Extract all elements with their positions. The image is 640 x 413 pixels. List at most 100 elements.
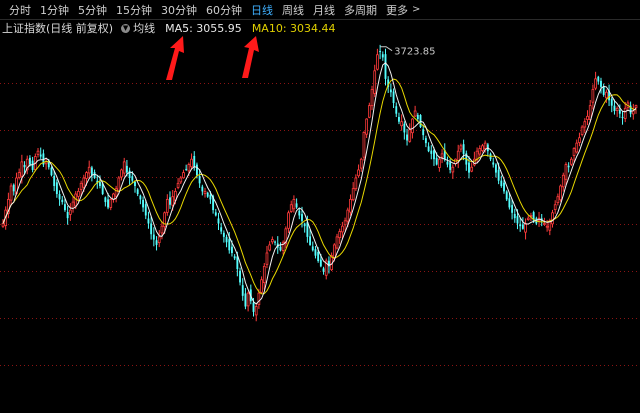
candle-body — [398, 116, 400, 122]
candle-body — [440, 153, 444, 158]
candle-body — [327, 260, 330, 267]
candle-body — [298, 210, 301, 216]
candle-body — [190, 158, 193, 168]
candle-body — [292, 198, 296, 210]
tab-5[interactable]: 60分钟 — [206, 3, 242, 17]
chevron-down-icon: ▼ — [121, 23, 131, 33]
high-marker-line — [380, 46, 393, 52]
candle-body — [629, 105, 632, 114]
candle-body — [435, 157, 438, 165]
candle-body — [244, 293, 247, 307]
candle-body — [561, 174, 565, 188]
candle-body — [281, 241, 285, 251]
candle-body — [387, 79, 390, 87]
candle-body — [139, 195, 142, 200]
candle-body — [12, 184, 15, 192]
candle-body — [163, 212, 166, 228]
candle-body — [618, 109, 621, 114]
more-chevron-icon[interactable]: > — [412, 4, 421, 15]
candle-body — [379, 51, 382, 53]
candle-body — [556, 196, 560, 204]
tab-7[interactable]: 周线 — [282, 3, 304, 17]
tab-6[interactable]: 日线 — [251, 3, 273, 17]
ma-label: 均线 — [133, 22, 156, 35]
candle-body — [605, 91, 608, 99]
candle-body — [254, 306, 258, 316]
candle-body — [176, 182, 180, 188]
candle-body — [370, 89, 374, 107]
candle-body — [222, 232, 225, 237]
candle-body — [252, 302, 255, 312]
candle-body — [117, 177, 121, 192]
candle-body — [203, 190, 207, 194]
candle-body — [500, 180, 503, 186]
candle-body — [87, 166, 91, 174]
candle-body — [351, 188, 355, 201]
candle-body — [303, 223, 306, 227]
candle-body — [481, 145, 484, 151]
candle-body — [236, 256, 239, 270]
candle-body — [359, 158, 363, 169]
candle-body — [623, 107, 627, 119]
candle-body — [400, 121, 403, 127]
candle-body — [265, 252, 269, 265]
candle-body — [152, 234, 155, 240]
candle-body — [179, 177, 183, 183]
candle-body — [564, 164, 568, 180]
candle-body — [543, 223, 546, 225]
candle-body — [1, 223, 5, 227]
candle-body — [77, 190, 80, 197]
candle-body — [621, 116, 624, 118]
candle-body — [82, 177, 86, 188]
tab-1[interactable]: 1分钟 — [40, 3, 69, 17]
candle-body — [109, 198, 113, 208]
candle-body — [613, 105, 616, 111]
candle-body — [411, 118, 414, 134]
candle-body — [572, 148, 576, 156]
candle-body — [545, 225, 549, 228]
kline-chart[interactable]: 3723.85 — [0, 36, 640, 413]
candle-body — [295, 203, 298, 208]
candle-body — [165, 198, 169, 213]
candle-body — [588, 105, 592, 120]
tab-9[interactable]: 多周期 — [344, 3, 377, 17]
candle-body — [338, 231, 342, 238]
candle-body — [134, 181, 136, 186]
tab-0[interactable]: 分时 — [9, 3, 31, 17]
candle-body — [608, 90, 611, 101]
candle-body — [634, 105, 638, 108]
candle-body — [513, 213, 516, 219]
candle-body — [497, 169, 500, 181]
candle-body — [144, 204, 147, 216]
tab-10[interactable]: 更多 — [386, 3, 408, 17]
candle-body — [209, 194, 212, 200]
candle-body — [597, 76, 600, 82]
candle-body — [381, 54, 384, 58]
candle-body — [25, 158, 29, 171]
candle-body — [332, 244, 336, 259]
candle-body — [239, 270, 241, 283]
candle-body — [583, 121, 587, 128]
ma5-line — [2, 62, 637, 305]
candle-body — [120, 169, 123, 178]
candle-body — [20, 161, 24, 177]
candle-body — [578, 137, 581, 143]
candle-body — [403, 123, 406, 133]
candle-body — [591, 89, 595, 103]
candle-body — [309, 236, 312, 245]
tab-8[interactable]: 月线 — [313, 3, 335, 17]
candle-body — [586, 115, 589, 120]
candle-body — [610, 98, 613, 106]
candle-body — [28, 157, 31, 165]
candle-body — [521, 224, 524, 229]
candle-body — [114, 188, 118, 197]
candle-body — [357, 169, 360, 177]
period-tab-bar: 分时 1分钟 5分钟 15分钟 30分钟 60分钟 日线 周线 月线 多周期 更多 > — [0, 0, 640, 20]
tab-3[interactable]: 15分钟 — [116, 3, 152, 17]
candle-body — [376, 54, 379, 70]
candle-body — [483, 142, 487, 149]
tab-4[interactable]: 30分钟 — [161, 3, 197, 17]
ma-settings-toggle[interactable]: ▼ 均线 — [121, 20, 155, 36]
candle-body — [90, 167, 93, 176]
tab-2[interactable]: 5分钟 — [78, 3, 107, 17]
